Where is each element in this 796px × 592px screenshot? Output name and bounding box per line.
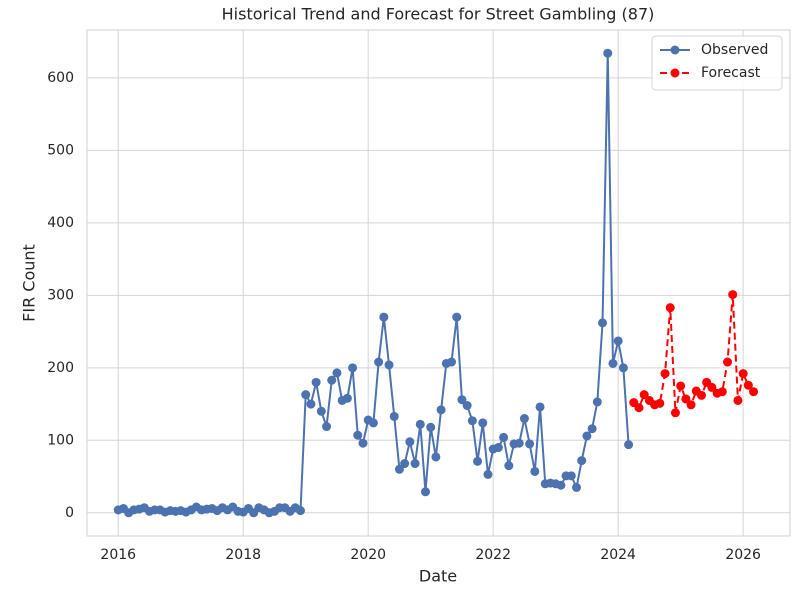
legend-marker	[670, 45, 680, 55]
data-point	[415, 419, 425, 429]
data-point	[457, 395, 467, 405]
data-point	[728, 290, 738, 300]
data-point	[473, 456, 483, 466]
data-point	[525, 439, 535, 449]
y-tick-label: 500	[47, 142, 74, 158]
data-point	[743, 380, 753, 390]
legend: Observed Forecast	[651, 35, 783, 91]
data-point	[530, 466, 540, 476]
data-point	[738, 369, 748, 379]
x-tick-label: 2020	[350, 547, 386, 563]
data-point	[462, 401, 472, 411]
data-point	[447, 357, 457, 367]
y-tick-label: 0	[65, 505, 74, 521]
data-point	[353, 430, 363, 440]
data-point	[384, 360, 394, 370]
data-point	[478, 418, 488, 428]
data-point	[400, 459, 410, 469]
data-point	[342, 393, 352, 403]
data-point	[426, 422, 436, 432]
data-point	[608, 358, 618, 368]
y-tick-label: 100	[47, 432, 74, 448]
legend-marker	[670, 68, 680, 78]
y-tick-label: 600	[47, 70, 74, 86]
legend-label: Forecast	[701, 65, 761, 81]
data-point	[327, 375, 337, 385]
x-tick-label: 2026	[725, 547, 761, 563]
x-axis-label: Date	[419, 567, 457, 586]
axes-frame	[86, 29, 791, 537]
data-point	[296, 506, 306, 516]
data-point	[483, 469, 493, 479]
data-point	[665, 303, 675, 313]
data-point	[332, 368, 342, 378]
data-point	[379, 312, 389, 322]
data-point	[681, 394, 691, 404]
data-point	[431, 452, 441, 462]
data-point	[410, 459, 420, 469]
legend-label: Observed	[701, 42, 768, 58]
data-point	[598, 318, 608, 328]
data-point	[603, 48, 613, 58]
data-point	[420, 487, 430, 497]
data-point	[582, 431, 592, 441]
data-point	[368, 418, 378, 428]
data-point	[733, 395, 743, 405]
data-point	[389, 411, 399, 421]
data-point	[514, 438, 524, 448]
data-point	[660, 369, 670, 379]
data-point	[535, 402, 545, 412]
data-point	[311, 377, 321, 387]
data-point	[348, 363, 358, 373]
data-point	[358, 438, 368, 448]
plot-area	[113, 48, 759, 518]
data-point	[639, 390, 649, 400]
data-point	[618, 363, 628, 373]
data-point	[577, 456, 587, 466]
data-point	[655, 398, 665, 408]
data-point	[374, 357, 384, 367]
y-tick-label: 400	[47, 215, 74, 231]
data-point	[301, 390, 311, 400]
data-point	[634, 403, 644, 413]
data-point	[394, 464, 404, 474]
data-point	[670, 408, 680, 418]
data-point	[467, 416, 477, 426]
data-point	[436, 405, 446, 415]
x-tick-label: 2018	[225, 547, 261, 563]
data-point	[696, 390, 706, 400]
data-point	[306, 399, 316, 409]
data-point	[686, 400, 696, 410]
data-point	[316, 406, 326, 416]
data-point	[566, 471, 576, 481]
x-tick-label: 2016	[100, 547, 136, 563]
x-tick-label: 2024	[600, 547, 636, 563]
x-tick-label: 2022	[475, 547, 511, 563]
data-point	[493, 443, 503, 453]
data-point	[519, 414, 529, 424]
data-point	[405, 437, 415, 447]
data-point	[587, 424, 597, 434]
data-point	[499, 432, 509, 442]
chart-title: Historical Trend and Forecast for Street…	[222, 5, 655, 24]
data-point	[624, 440, 634, 450]
data-point	[676, 381, 686, 391]
data-point	[452, 312, 462, 322]
data-point	[749, 387, 759, 397]
data-point	[504, 461, 514, 471]
y-tick-label: 200	[47, 360, 74, 376]
data-point	[571, 482, 581, 492]
data-point	[707, 382, 717, 392]
data-point	[613, 336, 623, 346]
data-point	[556, 480, 566, 490]
data-point	[592, 397, 602, 407]
data-point	[723, 357, 733, 367]
data-point	[717, 387, 727, 397]
y-axis-label: FIR Count	[20, 244, 39, 322]
y-tick-label: 300	[47, 287, 74, 303]
data-point	[322, 422, 332, 432]
